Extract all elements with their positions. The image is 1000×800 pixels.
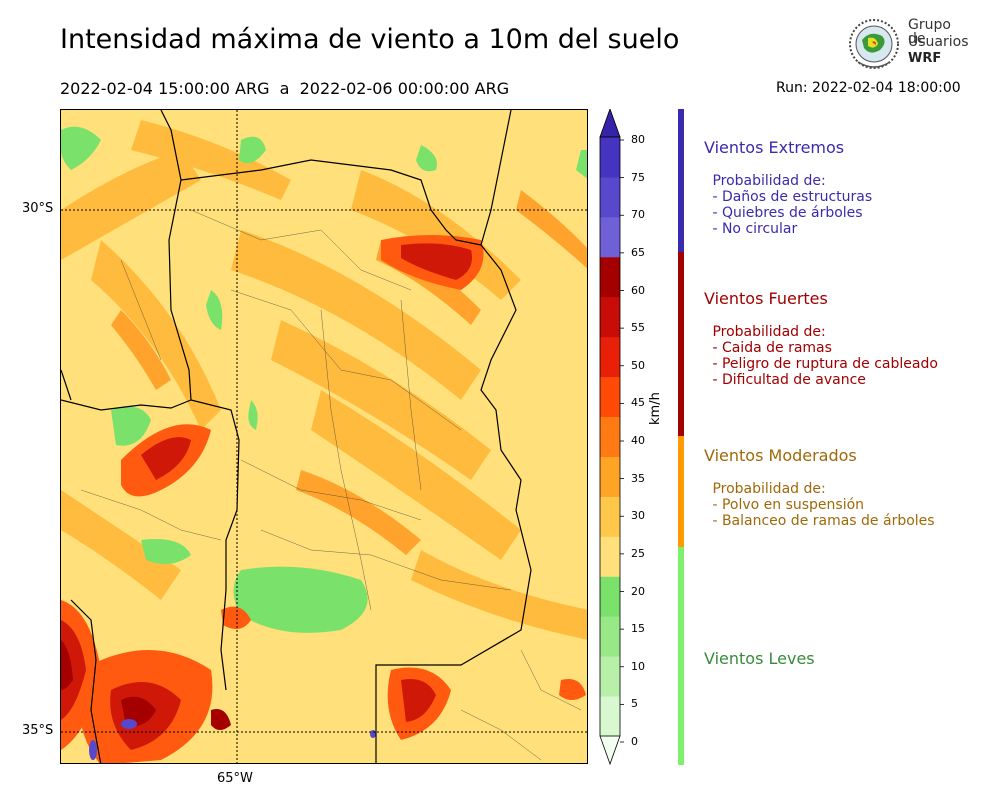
colorbar-unit: km/h [648,392,663,425]
run-time: Run: 2022-02-04 18:00:00 [776,80,961,96]
category-bar-extreme [678,109,684,252]
colorbar-extend-min [599,735,621,766]
logo-line1: Grupo de [908,17,951,47]
colorbar-tick-label: 55 [631,321,645,335]
colorbar-segment [600,456,620,497]
lat-label-30s: 30°S [22,201,54,216]
colorbar-tick-label: 20 [631,584,645,598]
category-name: Vientos Leves [704,649,815,668]
category-name: Vientos Moderados [704,446,857,465]
colorbar-tick-label: 80 [631,133,645,146]
category-line: - Polvo en suspensión [708,497,865,513]
category-line: - Daños de estructuras [708,189,873,205]
colorbar-segment [600,176,620,218]
time-range: 2022-02-04 15:00:00 ARG a 2022-02-06 00:… [60,79,510,98]
colorbar-segment [600,496,620,537]
map-title: Intensidad máxima de viento a 10m del su… [60,24,680,55]
category-name: Vientos Extremos [704,138,845,157]
category-line: - Quiebres de árboles [708,205,863,221]
colorbar-segment [600,616,620,657]
colorbar-tick-label: 10 [631,659,645,673]
wrf-logo: Grupo de Usuarios WRF [848,16,969,72]
category-line: Probabilidad de: [708,173,826,189]
colorbar-segment [600,696,620,737]
category-line: - No circular [708,221,798,237]
colorbar-segment [600,216,620,258]
colorbar-frame [599,136,621,737]
category-line: - Peligro de ruptura de cableado [708,356,938,372]
colorbar-segment [600,576,620,617]
colorbar-tick-label: 40 [631,434,645,447]
colorbar-tick-label: 70 [631,208,645,222]
colorbar-segment [600,336,620,378]
globe-icon [849,19,899,69]
colorbar-tick-label: 0 [631,735,638,748]
category-bar-strong [678,252,684,436]
category-name: Vientos Fuertes [704,289,828,308]
colorbar-segment [600,256,620,298]
lat-label-35s: 35°S [22,723,54,738]
category-line: Probabilidad de: [708,481,826,497]
colorbar-segment [600,656,620,697]
category-moderate: Vientos Moderados Probabilidad de: - Pol… [704,446,935,529]
wind-map [60,109,588,764]
category-line: Probabilidad de: [708,324,826,340]
logo-line2: Usuarios [908,34,969,50]
wind-field [61,110,587,763]
colorbar-tick-label: 25 [631,546,645,560]
colorbar-extend-max [599,107,621,138]
category-line: - Balanceo de ramas de árboles [708,513,935,529]
colorbar-segment [600,137,620,178]
colorbar-segment [600,296,620,338]
category-light: Vientos Leves [704,649,815,668]
colorbar-segment [600,416,620,457]
colorbar-tick-label: 75 [631,170,645,184]
colorbar-scale [599,107,624,766]
colorbar-tick-label: 5 [631,697,638,711]
lon-label-65w: 65°W [217,771,253,786]
category-strong: Vientos Fuertes Probabilidad de: - Caida… [704,289,938,388]
category-line: - Dificultad de avance [708,372,866,388]
colorbar-tick-label: 30 [631,509,645,523]
category-extreme: Vientos Extremos Probabilidad de: - Daño… [704,138,872,237]
colorbar [598,107,646,773]
colorbar-tick-label: 65 [631,245,645,259]
category-line: - Caida de ramas [708,340,832,356]
category-bar-light [678,547,684,765]
colorbar-tick-label: 60 [631,283,645,297]
category-bar-moderate [678,436,684,547]
colorbar-segment [600,376,620,418]
colorbar-segment [600,536,620,577]
colorbar-tick-label: 35 [631,471,645,485]
colorbar-tick-label: 50 [631,358,645,372]
logo-line3: WRF [908,51,942,66]
colorbar-tick-label: 15 [631,622,645,636]
colorbar-tick-label: 45 [631,396,645,410]
